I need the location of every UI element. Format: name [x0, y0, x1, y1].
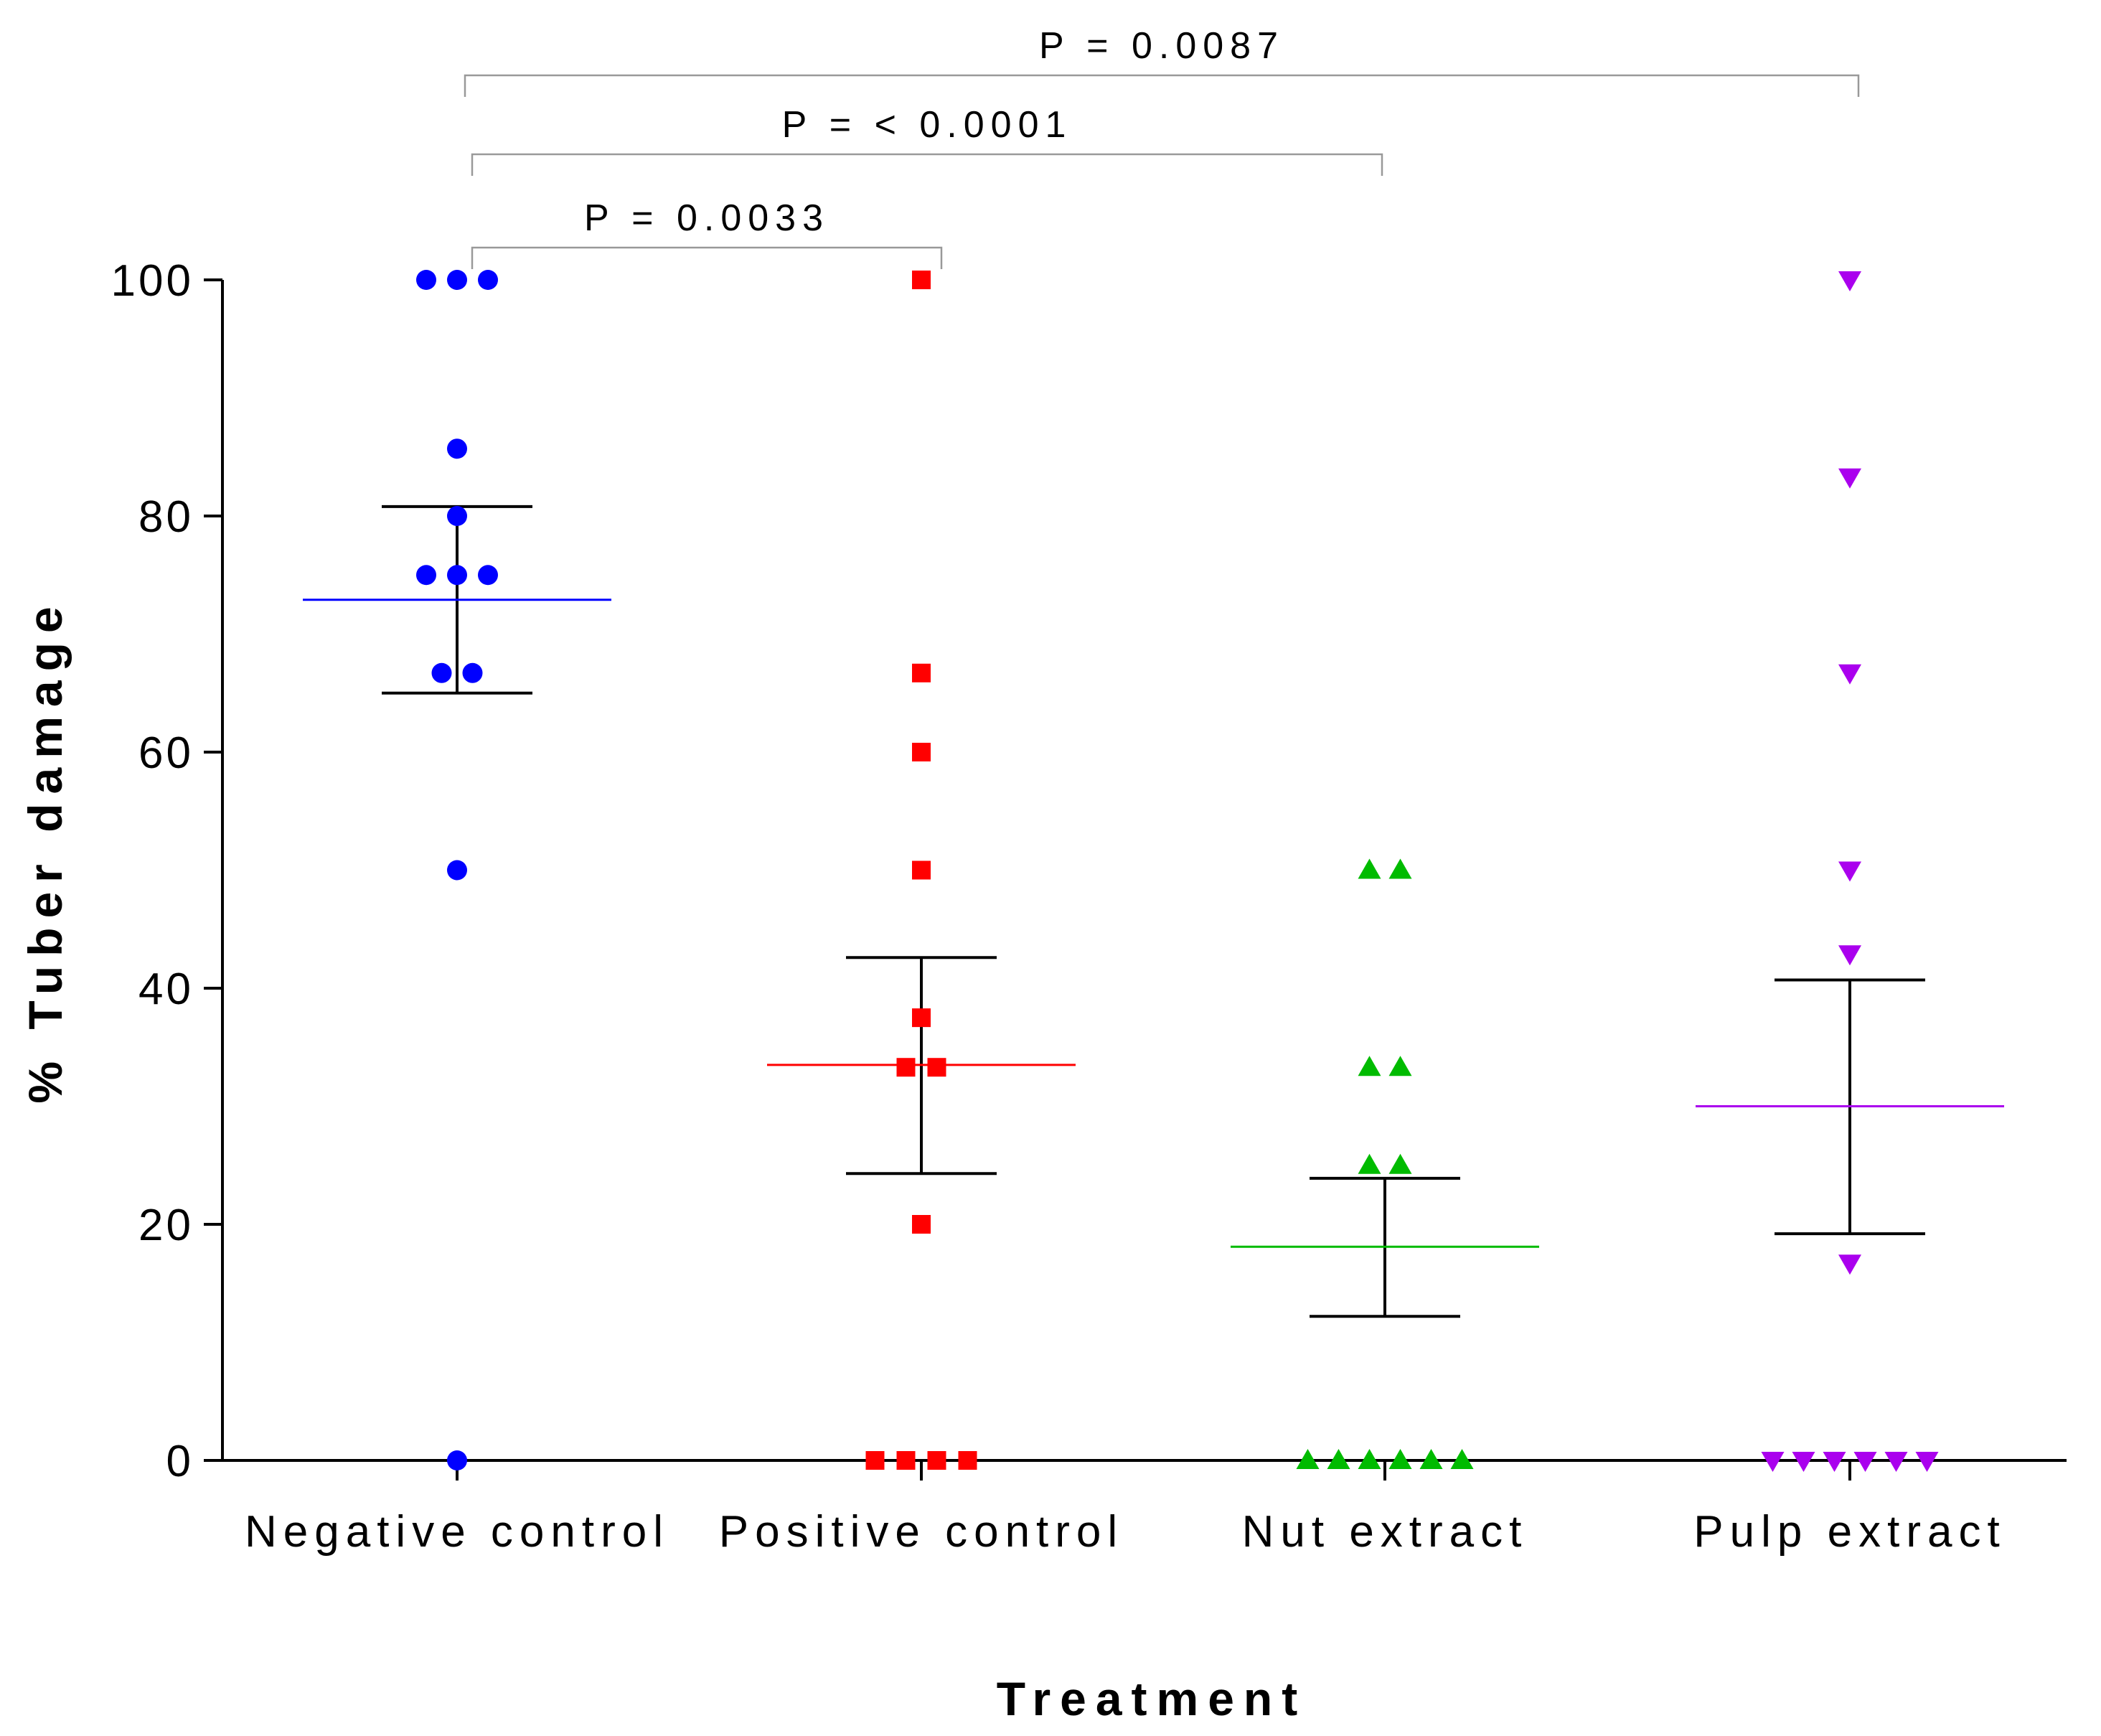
data-point-positive-control-9 [896, 1451, 916, 1470]
data-point-negative-control-6 [447, 565, 467, 586]
data-point-positive-control-5 [896, 1058, 916, 1077]
significance-brackets: P = 0.0033 P = < 0.0001 P = 0.0087 [464, 25, 1860, 269]
y-tick-label-20: 20 [138, 1201, 194, 1250]
p-value-label-0: P = 0.0033 [584, 197, 829, 239]
category-label-nut-extract: Nut extract [1242, 1507, 1528, 1557]
y-tick-label-80: 80 [138, 492, 194, 542]
data-point-positive-control-11 [958, 1451, 977, 1470]
data-points [416, 270, 1939, 1472]
p-value-label-1: P = < 0.0001 [782, 104, 1073, 146]
significance-bracket-1 [471, 153, 1383, 176]
data-point-positive-control-6 [927, 1058, 946, 1077]
data-point-negative-control-7 [478, 565, 498, 586]
data-point-pulp-extract-2 [1838, 664, 1861, 685]
data-point-positive-control-0 [912, 271, 931, 289]
category-label-pulp-extract: Pulp extract [1693, 1507, 2006, 1557]
data-point-pulp-extract-4 [1838, 945, 1861, 966]
data-point-nut-extract-10 [1419, 1449, 1443, 1469]
data-point-pulp-extract-0 [1838, 271, 1861, 291]
data-point-pulp-extract-7 [1792, 1452, 1815, 1472]
data-point-positive-control-4 [912, 1008, 931, 1028]
data-point-positive-control-2 [912, 743, 931, 761]
data-point-negative-control-8 [431, 662, 452, 683]
data-point-negative-control-5 [416, 565, 436, 586]
data-point-nut-extract-9 [1388, 1449, 1412, 1469]
data-point-negative-control-3 [447, 438, 467, 459]
x-axis-title: Treatment [997, 1672, 1307, 1725]
data-point-nut-extract-1 [1388, 858, 1412, 879]
data-point-nut-extract-0 [1358, 858, 1381, 879]
y-axis-ticks: 0 20 40 60 80 100 [111, 256, 222, 1486]
significance-bracket-0 [471, 246, 943, 269]
data-point-pulp-extract-11 [1915, 1452, 1939, 1472]
x-axis-ticks: Negative control Positive control Nut extr… [245, 1460, 2006, 1557]
data-point-negative-control-4 [447, 506, 467, 526]
data-point-positive-control-3 [912, 860, 931, 880]
data-point-nut-extract-6 [1296, 1449, 1320, 1469]
data-point-positive-control-1 [912, 663, 931, 682]
data-point-positive-control-10 [927, 1451, 946, 1470]
category-label-positive-control: Positive control [719, 1507, 1124, 1557]
data-point-negative-control-11 [447, 1450, 467, 1470]
y-tick-label-0: 0 [166, 1437, 194, 1486]
p-value-label-2: P = 0.0087 [1039, 25, 1284, 67]
data-point-nut-extract-8 [1358, 1449, 1381, 1469]
data-point-nut-extract-5 [1388, 1153, 1412, 1174]
data-point-nut-extract-4 [1358, 1153, 1381, 1174]
axes [221, 280, 2067, 1462]
y-axis-title: % Tuber damage [19, 597, 72, 1103]
data-point-pulp-extract-1 [1838, 468, 1861, 489]
data-point-pulp-extract-10 [1884, 1452, 1908, 1472]
data-point-negative-control-9 [462, 662, 483, 683]
category-label-negative-control: Negative control [245, 1507, 669, 1557]
y-tick-label-40: 40 [138, 965, 194, 1014]
data-point-pulp-extract-8 [1823, 1452, 1846, 1472]
data-point-negative-control-0 [416, 270, 436, 290]
data-point-pulp-extract-5 [1838, 1254, 1861, 1275]
data-point-nut-extract-7 [1327, 1449, 1350, 1469]
data-point-nut-extract-11 [1450, 1449, 1474, 1469]
y-tick-label-60: 60 [138, 728, 194, 778]
error-bars [382, 505, 1925, 1318]
data-point-negative-control-1 [447, 270, 467, 290]
data-point-positive-control-7 [912, 1215, 931, 1234]
y-tick-label-100: 100 [111, 256, 194, 306]
data-point-pulp-extract-9 [1853, 1452, 1877, 1472]
data-point-pulp-extract-3 [1838, 861, 1861, 882]
data-point-nut-extract-3 [1388, 1056, 1412, 1076]
data-point-pulp-extract-6 [1761, 1452, 1785, 1472]
mean-lines [303, 599, 2004, 1248]
data-point-positive-control-8 [865, 1451, 885, 1470]
significance-bracket-2 [464, 74, 1860, 97]
data-point-nut-extract-2 [1358, 1056, 1381, 1076]
data-point-negative-control-2 [478, 270, 498, 290]
data-point-negative-control-10 [447, 860, 467, 881]
